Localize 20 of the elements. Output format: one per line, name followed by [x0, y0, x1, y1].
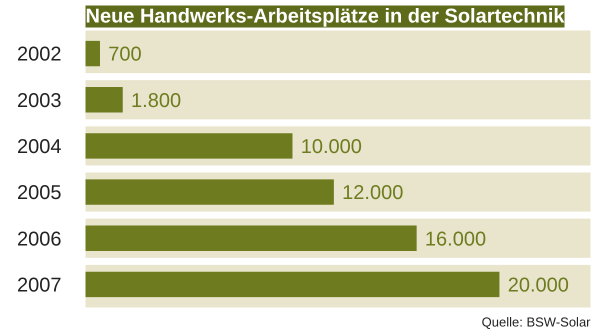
y-tick-label: 2007	[17, 274, 62, 296]
bar	[86, 87, 123, 112]
data-label: 20.000	[508, 274, 569, 296]
data-label: 10.000	[300, 136, 362, 158]
source-note: Quelle: BSW-Solar	[482, 314, 592, 330]
data-label: 12.000	[342, 182, 404, 204]
chart-title: Neue Handwerks-Arbeitsplätze in der Solartechnik	[86, 6, 566, 28]
bar	[86, 179, 334, 205]
bar	[86, 226, 417, 251]
bar	[86, 40, 100, 66]
y-tick-label: 2004	[17, 136, 62, 158]
y-tick-label: 2005	[17, 182, 62, 204]
y-tick-label: 2002	[17, 44, 62, 66]
data-label: 700	[108, 44, 142, 66]
y-tick-label: 2003	[17, 90, 62, 112]
y-tick-label: 2006	[17, 228, 62, 250]
bar	[86, 133, 292, 159]
bar	[86, 272, 500, 298]
data-label: 16.000	[424, 228, 486, 250]
data-label: 1.800	[131, 90, 182, 112]
